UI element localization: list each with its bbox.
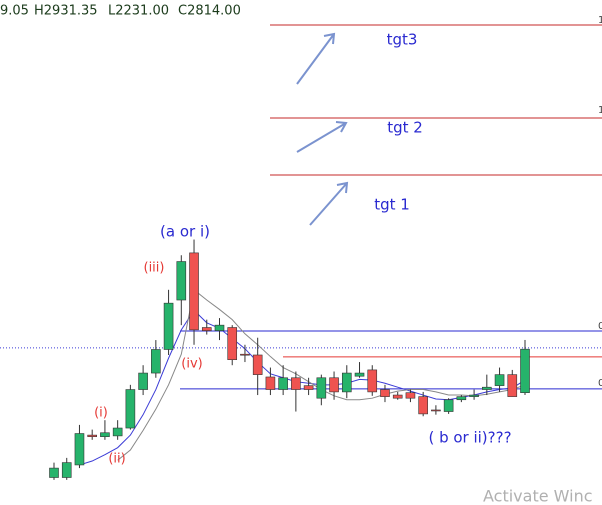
candle-body (49, 467, 59, 478)
annotation: (i) (94, 406, 108, 421)
candle-body (341, 372, 352, 393)
ohlc-header: 9.05 (0, 4, 29, 19)
arrow (296, 121, 348, 153)
annotation: (iv) (181, 357, 202, 372)
ohlc-header: H2931.35 (34, 4, 98, 19)
candle-body (151, 349, 161, 374)
axis-label: 1 (598, 15, 602, 26)
candle-body (265, 376, 276, 390)
axis-label: 0 (598, 378, 602, 389)
candle-body (520, 348, 530, 393)
candle-body (74, 433, 85, 466)
candle-body (201, 327, 212, 331)
candle-body (227, 327, 238, 361)
candle-body (214, 324, 225, 331)
candle-body (405, 392, 416, 399)
annotation: ( b or ii)??? (428, 429, 511, 447)
candle-body (125, 389, 136, 429)
annotation: (iii) (144, 261, 165, 276)
candle-body (469, 394, 479, 397)
arrows (296, 32, 349, 226)
candle-body (507, 374, 518, 397)
candle-body (354, 372, 365, 377)
candle-body (316, 377, 327, 399)
candle-body (61, 462, 72, 478)
candle-body (367, 369, 378, 393)
annotation: (ii) (108, 452, 125, 467)
watermark: Activate Winc (483, 487, 593, 505)
candle-body (278, 377, 288, 390)
candle-body (176, 261, 187, 301)
candle-body (163, 302, 174, 350)
annotation: tgt3 (387, 31, 418, 49)
annotation: tgt 2 (387, 119, 423, 137)
candle-body (252, 354, 263, 375)
candle-body (418, 396, 428, 415)
candle-body (494, 374, 505, 386)
axis-label: 0 (598, 321, 602, 332)
arrow (309, 181, 349, 226)
axis-label: 1 (598, 105, 602, 116)
candle-body (87, 434, 97, 437)
candle-body (392, 394, 403, 399)
ohlc-header: L2231.00 (108, 4, 169, 19)
candle-body (138, 372, 148, 390)
ohlc-header: C2814.00 (178, 4, 241, 19)
moving-average (79, 309, 526, 466)
annotation: (a or i) (160, 223, 210, 241)
candle-body (329, 377, 339, 393)
candle-body (482, 386, 492, 390)
candle-body (431, 409, 441, 412)
annotation: tgt 1 (374, 196, 410, 214)
candle-body (303, 385, 314, 390)
candle-body (380, 389, 390, 397)
candle-body (443, 399, 454, 412)
candle-body (456, 396, 467, 401)
candle-body (291, 377, 301, 390)
candle-body (112, 427, 123, 437)
candle-body (100, 432, 110, 437)
arrow (296, 32, 336, 85)
candle-body (240, 353, 250, 356)
candle-body (189, 252, 199, 331)
